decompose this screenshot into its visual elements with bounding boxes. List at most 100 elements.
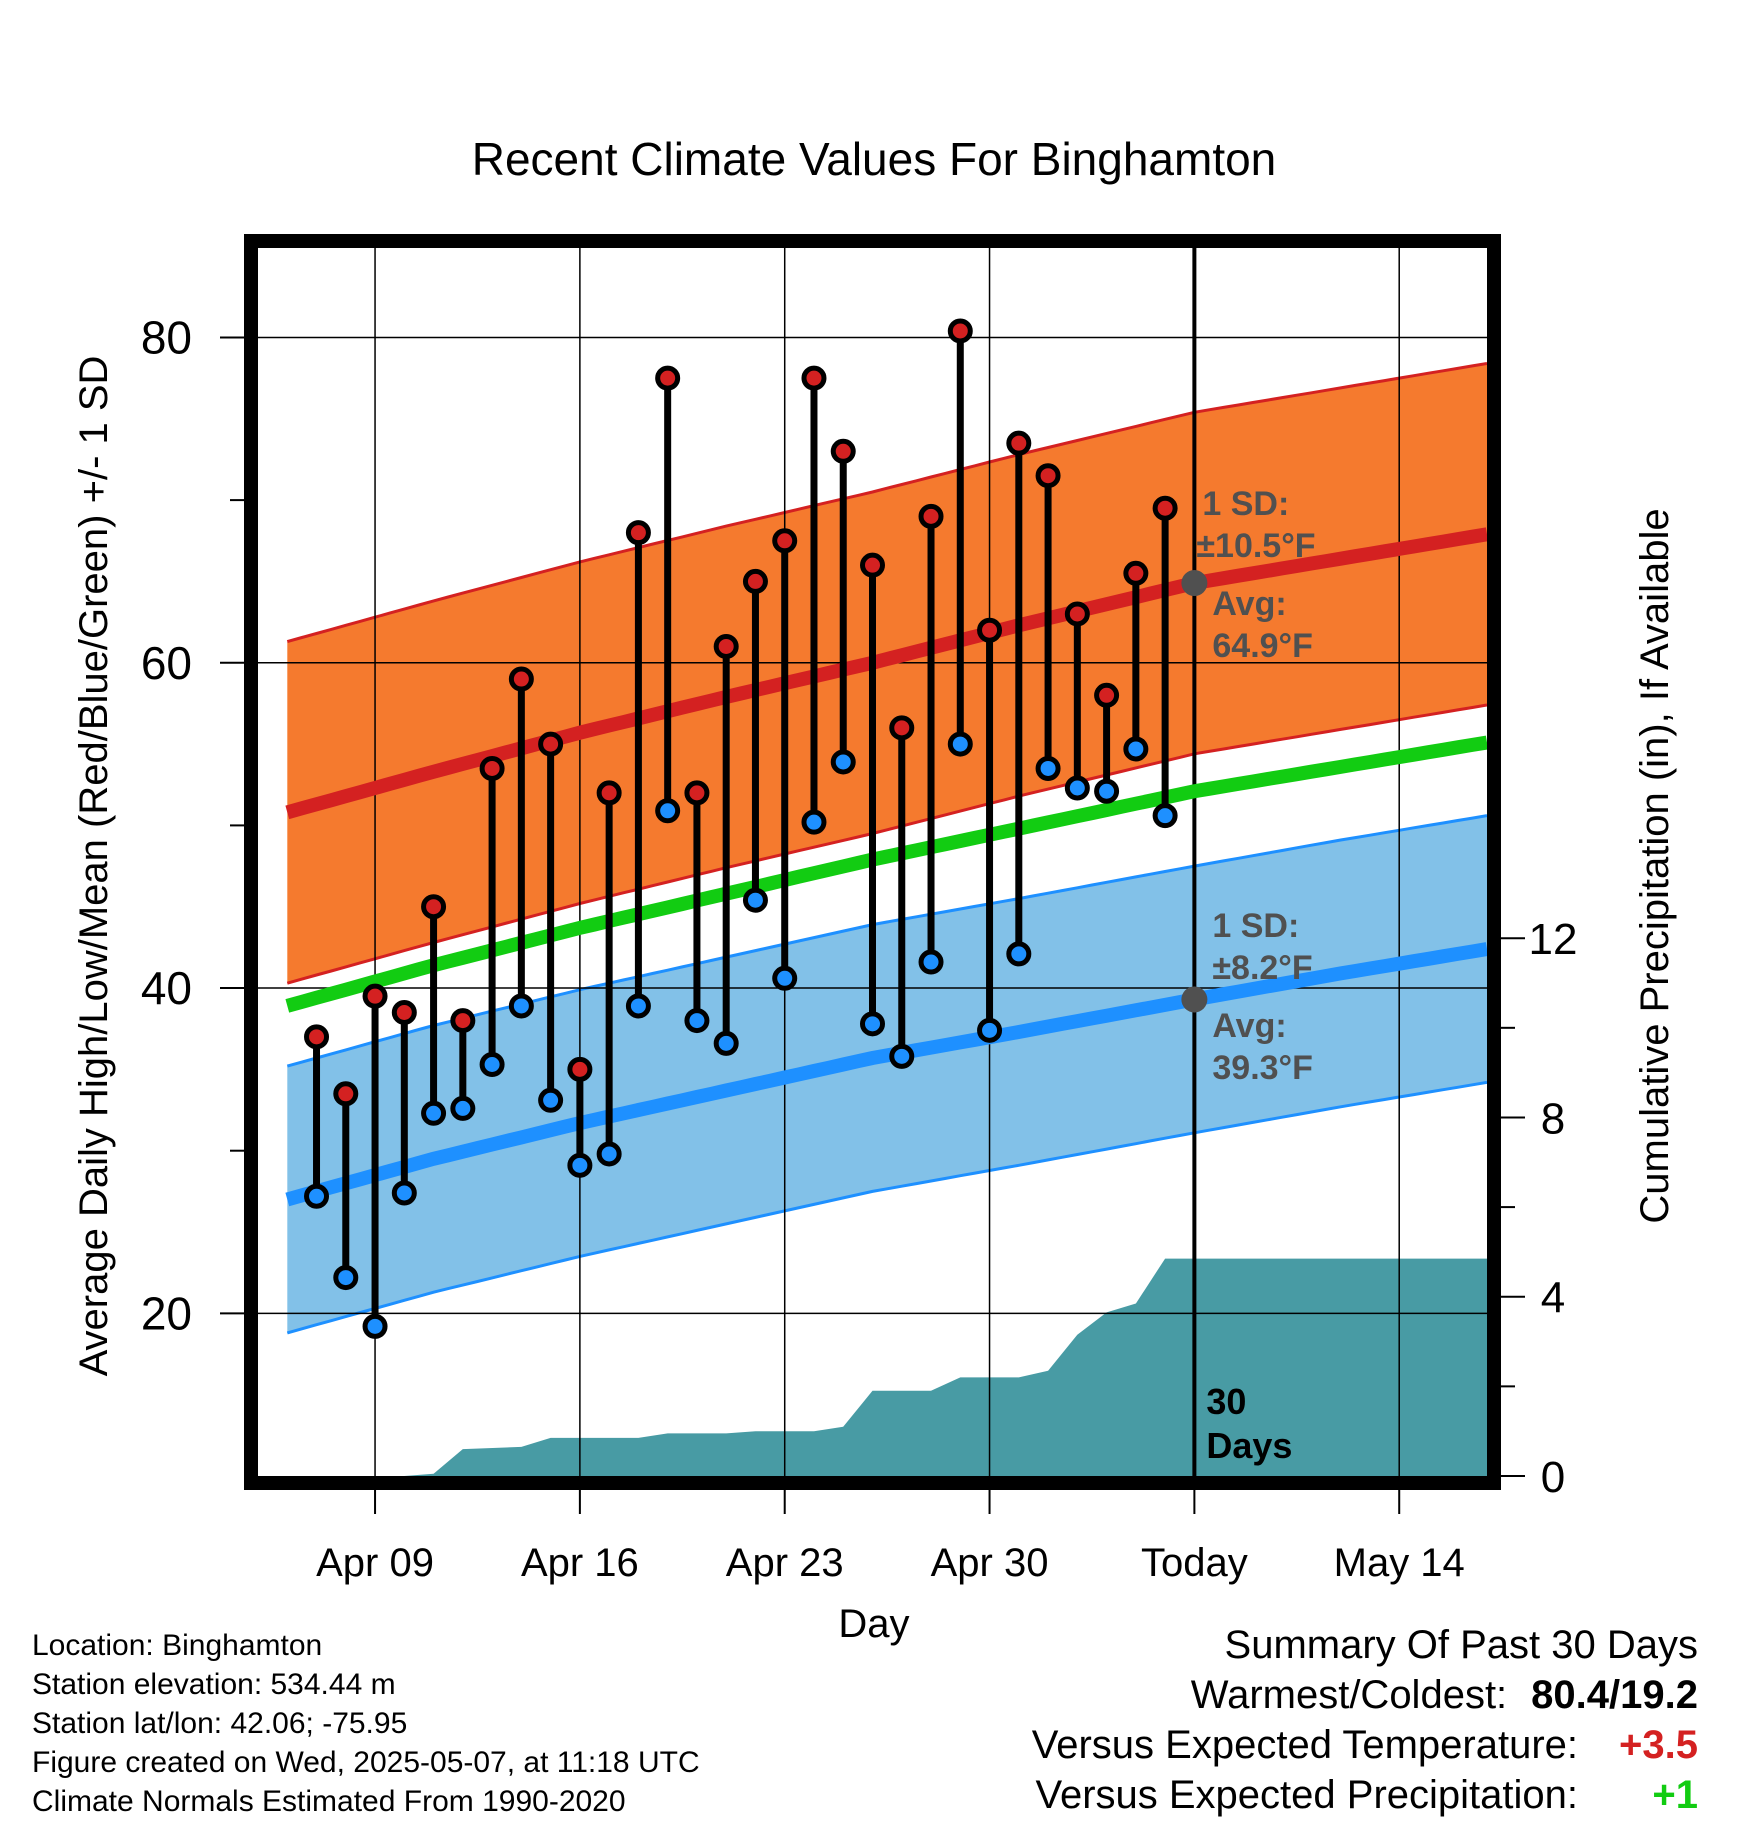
y-right-tick-label: 4 bbox=[1541, 1274, 1565, 1323]
daily-low-point bbox=[713, 1030, 739, 1056]
daily-low-point bbox=[1094, 778, 1120, 804]
warmest-coldest-label: Warmest/Coldest: bbox=[1190, 1673, 1508, 1717]
daily-high-point bbox=[713, 633, 739, 659]
daily-low-point bbox=[801, 809, 827, 835]
y-right-tick-label: 0 bbox=[1541, 1453, 1565, 1502]
high-sd-band bbox=[287, 363, 1487, 984]
daily-low-point bbox=[742, 887, 768, 913]
summary-title: Summary Of Past 30 Days bbox=[1224, 1623, 1698, 1667]
daily-low-point bbox=[596, 1141, 622, 1167]
daily-low-point bbox=[479, 1051, 505, 1077]
figure-created: Figure created on Wed, 2025-05-07, at 11… bbox=[32, 1746, 700, 1779]
daily-low-point bbox=[1123, 736, 1149, 762]
daily-low-point bbox=[538, 1087, 564, 1113]
daily-low-point bbox=[830, 749, 856, 775]
daily-low-point bbox=[1064, 775, 1090, 801]
daily-high-point bbox=[1006, 430, 1032, 456]
daily-high-point bbox=[918, 503, 944, 529]
avg-low-line bbox=[285, 942, 1487, 1207]
today-avg-high-marker bbox=[1181, 570, 1208, 597]
high-sd-value: ±10.5°F bbox=[1196, 527, 1315, 565]
daily-high-point bbox=[742, 568, 768, 594]
daily-high-point bbox=[977, 617, 1003, 643]
plot-frame bbox=[244, 234, 1501, 1490]
high-sd-label: 1 SD: bbox=[1202, 485, 1289, 523]
x-tick-label: Apr 30 bbox=[931, 1541, 1049, 1585]
x-tick-label: May 14 bbox=[1334, 1541, 1465, 1585]
daily-low-point bbox=[889, 1043, 915, 1069]
daily-high-point bbox=[889, 715, 915, 741]
chart-title: Recent Climate Values For Binghamton bbox=[472, 133, 1277, 185]
daily-high-point bbox=[801, 365, 827, 391]
y-tick-label: 60 bbox=[141, 637, 192, 689]
high-avg-value: 64.9°F bbox=[1212, 627, 1313, 665]
today-avg-low-marker bbox=[1181, 986, 1208, 1013]
daily-low-point bbox=[304, 1183, 330, 1209]
daily-low-point bbox=[362, 1313, 388, 1339]
daily-high-point bbox=[1094, 682, 1120, 708]
daily-high-point bbox=[860, 552, 885, 578]
daily-high-point bbox=[450, 1008, 476, 1034]
temp-vs-expected-value: +3.5 bbox=[1619, 1723, 1698, 1767]
daily-high-point bbox=[947, 318, 973, 344]
daily-high-point bbox=[333, 1081, 359, 1107]
high-avg-label: Avg: bbox=[1212, 585, 1286, 623]
x-axis-title: Day bbox=[838, 1602, 909, 1646]
daily-low-point bbox=[450, 1095, 476, 1121]
x-tick-label: Apr 23 bbox=[726, 1541, 844, 1585]
daily-low-point bbox=[625, 993, 651, 1019]
daily-low-point bbox=[918, 949, 944, 975]
daily-high-point bbox=[508, 666, 534, 692]
daily-high-point bbox=[625, 520, 651, 546]
daily-low-point bbox=[947, 731, 973, 757]
daily-high-point bbox=[567, 1056, 593, 1082]
summary-panel: Summary Of Past 30 Days Warmest/Coldest:… bbox=[1032, 1620, 1698, 1820]
daily-high-point bbox=[1123, 560, 1149, 586]
avg-mean-line bbox=[285, 735, 1487, 1013]
period-label-text: Days bbox=[1206, 1425, 1292, 1466]
station-info: Location: Binghamton Station elevation: … bbox=[32, 1626, 700, 1821]
daily-high-point bbox=[362, 983, 388, 1009]
station-elevation: Station elevation: 534.44 m bbox=[32, 1668, 396, 1701]
precip-vs-expected-label: Versus Expected Precipitation: bbox=[1035, 1773, 1578, 1817]
warmest-coldest-value: 80.4/19.2 bbox=[1531, 1673, 1698, 1717]
daily-high-point bbox=[421, 894, 447, 920]
daily-low-point bbox=[772, 965, 798, 991]
high-lower-sd-line bbox=[286, 703, 1487, 985]
daily-high-point bbox=[479, 755, 505, 781]
summary-row-warmest: Warmest/Coldest: 80.4/19.2 bbox=[1032, 1670, 1698, 1720]
y-tick-label: 20 bbox=[141, 1287, 192, 1339]
daily-high-point bbox=[1064, 601, 1090, 627]
period-label-number: 30 bbox=[1206, 1381, 1246, 1422]
daily-high-point bbox=[538, 731, 564, 757]
daily-low-point bbox=[860, 1011, 885, 1037]
daily-high-point bbox=[830, 438, 856, 464]
daily-high-point bbox=[1152, 495, 1178, 521]
y-axis-right-title: Cumulative Precipitation (in), If Availa… bbox=[1633, 508, 1677, 1223]
station-location: Location: Binghamton bbox=[32, 1629, 323, 1662]
low-lower-sd-line bbox=[286, 1080, 1487, 1335]
daily-low-point bbox=[1035, 755, 1061, 781]
low-sd-value: ±8.2°F bbox=[1212, 949, 1312, 987]
normals-period: Climate Normals Estimated From 1990-2020 bbox=[32, 1785, 626, 1818]
daily-low-point bbox=[421, 1100, 447, 1126]
x-tick-label: Apr 09 bbox=[316, 1541, 434, 1585]
y-right-tick-label: 8 bbox=[1541, 1094, 1565, 1143]
low-avg-value: 39.3°F bbox=[1212, 1049, 1313, 1087]
high-upper-sd-line bbox=[286, 362, 1487, 644]
daily-high-point bbox=[1035, 463, 1061, 489]
daily-high-point bbox=[655, 365, 681, 391]
daily-high-point bbox=[684, 780, 710, 806]
daily-high-point bbox=[772, 528, 798, 554]
precip-vs-expected-value: +1 bbox=[1652, 1773, 1698, 1817]
daily-low-point bbox=[1152, 803, 1178, 829]
temp-vs-expected-label: Versus Expected Temperature: bbox=[1031, 1723, 1578, 1767]
y-tick-label: 40 bbox=[141, 962, 192, 1014]
summary-row-temp: Versus Expected Temperature: +3.5 bbox=[1032, 1720, 1698, 1770]
low-upper-sd-line bbox=[286, 814, 1487, 1068]
low-avg-label: Avg: bbox=[1212, 1007, 1286, 1045]
low-sd-band bbox=[287, 815, 1487, 1333]
station-latlon: Station lat/lon: 42.06; -75.95 bbox=[32, 1707, 408, 1740]
daily-low-point bbox=[508, 993, 534, 1019]
